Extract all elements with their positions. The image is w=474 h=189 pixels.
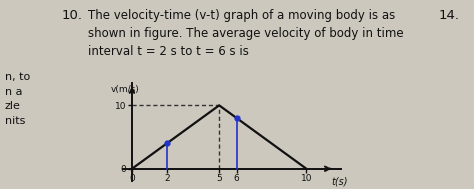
Text: v(m/s): v(m/s) xyxy=(110,85,139,94)
Text: n, to
n a
zle
nits: n, to n a zle nits xyxy=(5,72,30,126)
Text: t(s): t(s) xyxy=(331,176,348,186)
Text: The velocity-time (v-t) graph of a moving body is as
shown in figure. The averag: The velocity-time (v-t) graph of a movin… xyxy=(88,9,403,58)
Text: 10.: 10. xyxy=(62,9,82,22)
Text: 14.: 14. xyxy=(439,9,460,22)
